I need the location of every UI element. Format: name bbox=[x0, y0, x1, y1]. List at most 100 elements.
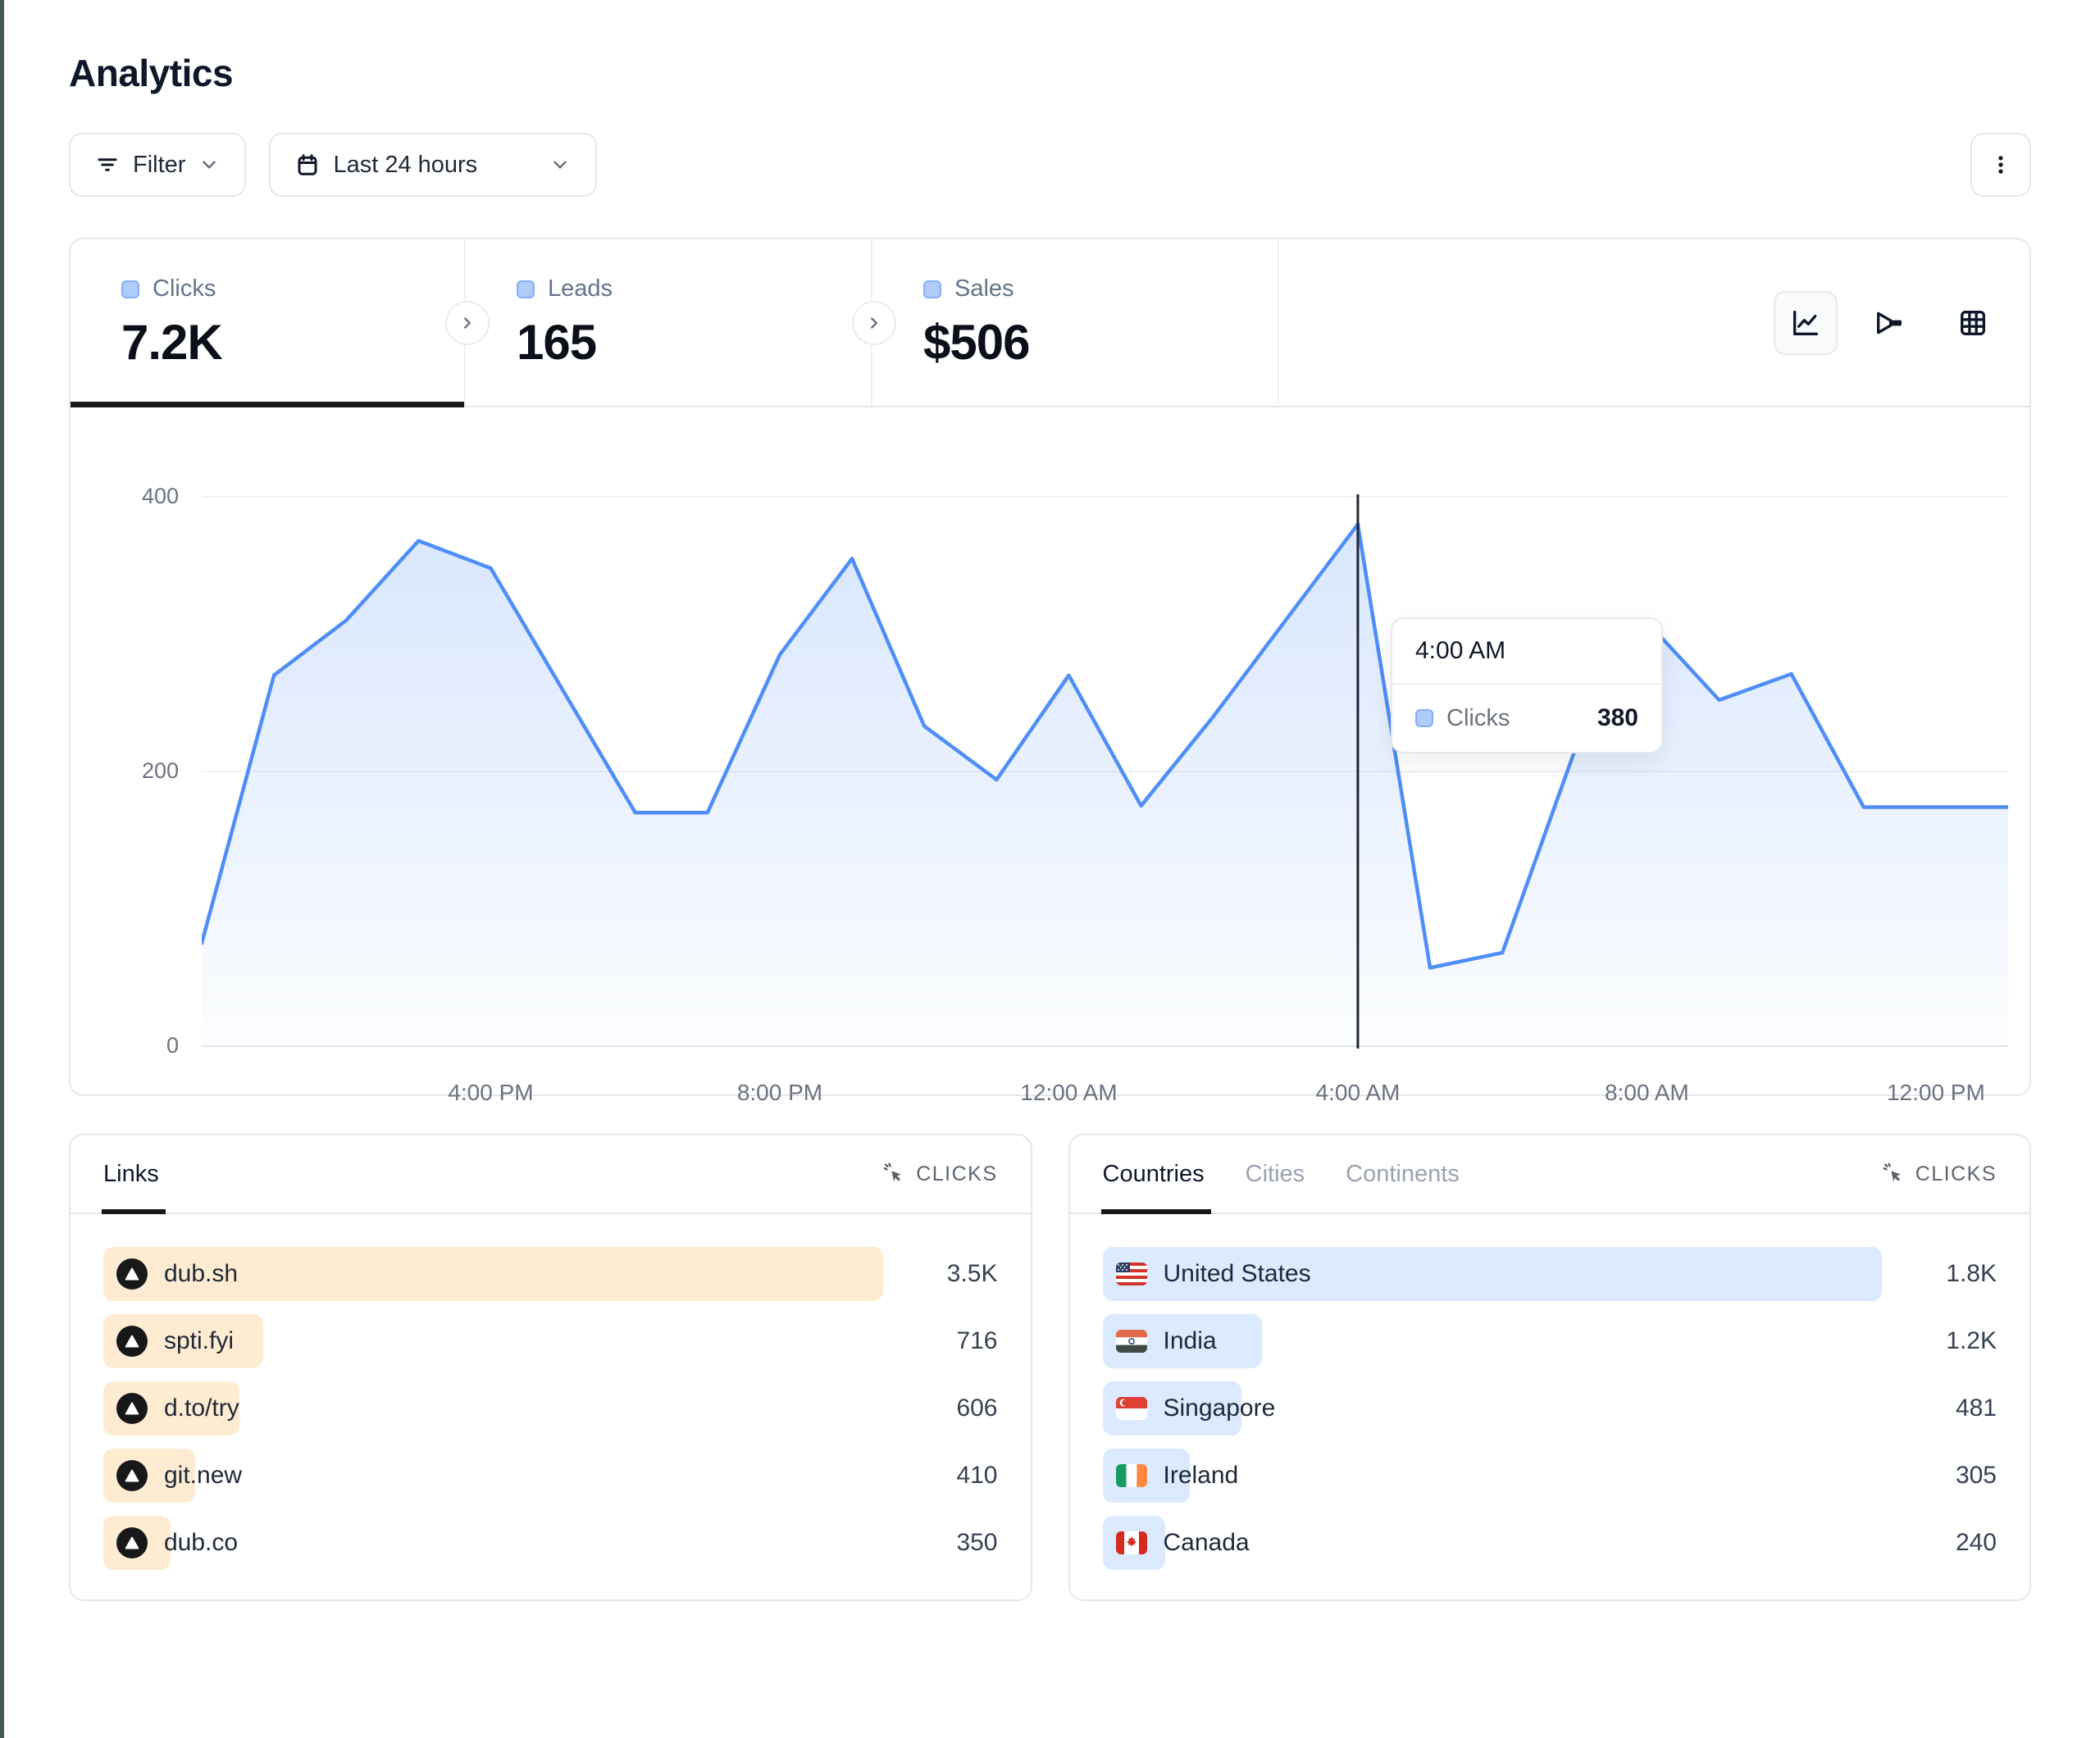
kebab-menu-icon bbox=[1988, 152, 2013, 177]
area-chart-plot bbox=[202, 494, 2008, 1049]
funnel-chart-icon bbox=[1877, 312, 1902, 334]
item-label: India bbox=[1163, 1327, 1217, 1354]
x-axis-tick-label: 12:00 PM bbox=[1886, 1080, 1985, 1105]
filter-button[interactable]: Filter bbox=[69, 133, 247, 197]
funnel-view-button[interactable] bbox=[1857, 291, 1921, 355]
links-list: dub.sh 3.5K spti.fyi 716 d.to/try 606 gi… bbox=[71, 1214, 1031, 1570]
bar-track: Canada bbox=[1102, 1516, 1883, 1570]
links-panel: Links CLICKS dub.sh 3.5K bbox=[69, 1134, 1032, 1601]
stat-tab-sales[interactable]: Sales $506 bbox=[872, 239, 1279, 406]
stat-value: $506 bbox=[923, 315, 1030, 370]
stat-tab-leads[interactable]: Leads 165 bbox=[466, 239, 896, 406]
list-item[interactable]: git.new 410 bbox=[103, 1449, 998, 1503]
line-chart-icon bbox=[1793, 310, 1818, 335]
item-label: Ireland bbox=[1163, 1462, 1239, 1489]
list-item[interactable]: Singapore 481 bbox=[1102, 1381, 1997, 1435]
tab-links[interactable]: Links bbox=[102, 1135, 166, 1214]
sales-series-marker bbox=[923, 280, 941, 298]
flag-icon-in bbox=[1115, 1330, 1147, 1353]
cursor-click-icon bbox=[881, 1162, 906, 1186]
stat-value: 7.2K bbox=[121, 315, 223, 370]
item-value: 716 bbox=[956, 1327, 998, 1354]
item-value: 1.8K bbox=[1946, 1260, 1997, 1287]
geo-panel-tabs: Countries Cities Continents bbox=[1100, 1135, 1460, 1214]
x-axis-tick-label: 8:00 AM bbox=[1605, 1080, 1689, 1105]
x-axis-tick-label: 8:00 PM bbox=[736, 1080, 823, 1105]
tab-countries[interactable]: Countries bbox=[1100, 1135, 1211, 1214]
bar-track: dub.sh bbox=[103, 1247, 883, 1301]
item-value: 240 bbox=[1955, 1529, 1997, 1556]
toolbar: Filter Last 24 hours bbox=[69, 133, 2031, 197]
geo-metric-button[interactable]: CLICKS bbox=[1881, 1162, 1997, 1186]
y-axis-tick-label: 400 bbox=[141, 484, 179, 508]
stat-value: 165 bbox=[517, 315, 597, 370]
chart-view-switcher bbox=[1774, 239, 2029, 406]
bar-track: git.new bbox=[103, 1449, 883, 1503]
list-item[interactable]: spti.fyi 716 bbox=[103, 1314, 998, 1368]
page-title: Analytics bbox=[69, 52, 234, 94]
dub-favicon-icon bbox=[116, 1258, 148, 1290]
tab-continents[interactable]: Continents bbox=[1346, 1160, 1460, 1187]
stat-label: Clicks bbox=[153, 275, 216, 302]
list-item[interactable]: dub.sh 3.5K bbox=[103, 1247, 998, 1301]
list-item[interactable]: India 1.2K bbox=[1102, 1314, 1997, 1368]
flag-icon-ie bbox=[1115, 1464, 1147, 1487]
links-panel-tabs: Links bbox=[102, 1135, 166, 1214]
tooltip-value: 380 bbox=[1597, 704, 1638, 731]
dub-favicon-icon bbox=[116, 1460, 148, 1491]
item-label: d.to/try bbox=[164, 1394, 239, 1422]
item-value: 410 bbox=[956, 1462, 998, 1489]
leads-series-marker bbox=[517, 280, 535, 298]
bar-track: spti.fyi bbox=[103, 1314, 883, 1368]
list-item[interactable]: d.to/try 606 bbox=[103, 1381, 998, 1435]
line-chart-view-button[interactable] bbox=[1774, 290, 1838, 355]
chevron-down-icon bbox=[198, 154, 220, 175]
table-view-icon bbox=[1961, 310, 1985, 335]
expand-clicks-button[interactable] bbox=[445, 300, 490, 345]
table-view-button[interactable] bbox=[1941, 291, 2005, 355]
item-value: 305 bbox=[1955, 1462, 1997, 1489]
flag-icon-us bbox=[1115, 1263, 1147, 1285]
y-axis-tick-label: 200 bbox=[141, 758, 179, 783]
expand-leads-button[interactable] bbox=[852, 300, 896, 345]
x-axis-tick-label: 12:00 AM bbox=[1020, 1080, 1118, 1105]
item-label: Singapore bbox=[1163, 1394, 1276, 1422]
item-label: Canada bbox=[1163, 1529, 1250, 1556]
list-item[interactable]: dub.co 350 bbox=[103, 1516, 998, 1570]
item-value: 606 bbox=[956, 1394, 998, 1422]
tab-cities[interactable]: Cities bbox=[1245, 1160, 1305, 1187]
flag-icon-sg bbox=[1115, 1397, 1147, 1420]
chevron-right-icon bbox=[871, 316, 877, 329]
list-item[interactable]: Ireland 305 bbox=[1102, 1449, 1997, 1503]
tooltip-time: 4:00 AM bbox=[1392, 619, 1661, 685]
cursor-click-icon bbox=[1881, 1162, 1906, 1186]
links-metric-button[interactable]: CLICKS bbox=[881, 1162, 997, 1186]
tooltip-series-label: Clicks bbox=[1446, 704, 1510, 731]
list-item[interactable]: United States 1.8K bbox=[1102, 1247, 1997, 1301]
x-axis-tick-label: 4:00 PM bbox=[448, 1080, 534, 1105]
links-metric-label: CLICKS bbox=[916, 1162, 998, 1185]
chevron-right-icon bbox=[464, 316, 471, 329]
bar-track: d.to/try bbox=[103, 1381, 883, 1435]
stats-tabs: Clicks 7.2K Leads 165 bbox=[71, 239, 2029, 407]
clicks-time-series-chart[interactable]: 4:00 AM Clicks 380 0 200 400 4:00 PM 8:00 PM… bbox=[71, 407, 2029, 1105]
date-range-button[interactable]: Last 24 hours bbox=[269, 133, 598, 197]
analytics-chart-card: Clicks 7.2K Leads 165 bbox=[69, 238, 2031, 1105]
item-value: 1.2K bbox=[1946, 1327, 1997, 1354]
value-bar bbox=[103, 1247, 883, 1301]
stat-label: Sales bbox=[954, 275, 1014, 302]
stat-tab-clicks[interactable]: Clicks 7.2K bbox=[71, 239, 490, 407]
chevron-down-icon bbox=[549, 154, 571, 175]
geo-metric-label: CLICKS bbox=[1915, 1162, 1997, 1185]
y-axis-tick-label: 0 bbox=[166, 1033, 179, 1058]
item-label: dub.co bbox=[164, 1529, 239, 1556]
dub-favicon-icon bbox=[116, 1393, 148, 1424]
dub-favicon-icon bbox=[116, 1326, 148, 1357]
filter-button-label: Filter bbox=[133, 151, 186, 178]
item-value: 481 bbox=[1955, 1394, 1997, 1422]
list-item[interactable]: Canada 240 bbox=[1102, 1516, 1997, 1570]
stat-label: Leads bbox=[548, 275, 613, 302]
more-menu-button[interactable] bbox=[1970, 133, 2031, 197]
tooltip-series-marker bbox=[1415, 709, 1433, 727]
left-edge-strip bbox=[0, 0, 4, 1738]
